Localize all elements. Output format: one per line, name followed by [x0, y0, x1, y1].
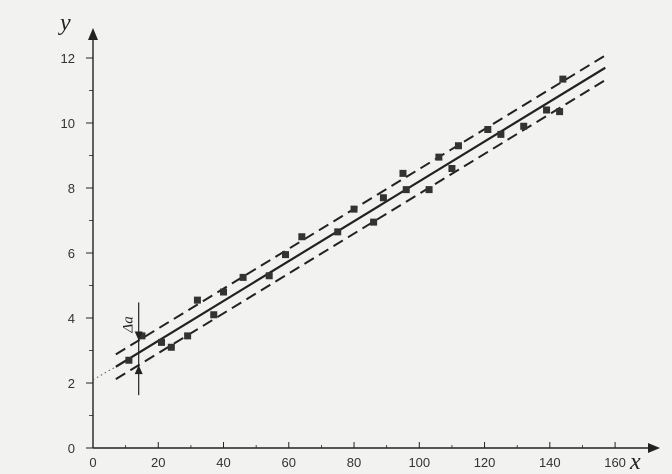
y-tick-label: 4: [68, 311, 75, 326]
data-point: [334, 228, 342, 236]
data-point: [167, 343, 175, 351]
data-point: [435, 153, 443, 161]
data-point: [497, 130, 505, 138]
data-point: [399, 169, 407, 177]
data-point: [298, 233, 306, 241]
data-point: [370, 218, 378, 226]
data-point: [425, 186, 433, 194]
data-point: [350, 205, 358, 213]
x-axis-title: x: [629, 449, 641, 474]
fit-lines: [92, 54, 606, 381]
data-point: [520, 122, 528, 130]
x-tick-label: 100: [408, 455, 430, 470]
x-tick-label: 0: [89, 455, 96, 470]
regression-line: [115, 66, 606, 368]
data-point: [559, 75, 567, 83]
delta-a-label: Δa: [121, 316, 137, 333]
data-point: [454, 142, 462, 150]
x-tick-label: 20: [151, 455, 165, 470]
data-point: [138, 332, 146, 340]
x-tick-label: 80: [347, 455, 361, 470]
y-tick-label: 6: [68, 246, 75, 261]
data-point: [379, 194, 387, 202]
lower-confidence-line: [115, 79, 606, 380]
annotations: Δa: [121, 302, 143, 396]
y-tick-label: 12: [61, 51, 75, 66]
data-point: [556, 108, 564, 116]
data-point: [125, 356, 133, 364]
data-point: [448, 165, 456, 172]
upper-confidence-line: [115, 54, 606, 356]
x-axis-arrow-icon: [648, 443, 660, 453]
y-tick-label: 10: [61, 116, 75, 131]
data-point: [543, 106, 551, 114]
y-axis-arrow-icon: [88, 28, 98, 40]
x-tick-label: 60: [282, 455, 296, 470]
data-point: [484, 126, 492, 133]
data-point: [239, 273, 247, 281]
y-axis-title: y: [58, 10, 71, 36]
data-point: [265, 272, 273, 280]
data-point: [184, 332, 192, 340]
x-tick-label: 160: [604, 455, 626, 470]
data-point: [158, 338, 166, 346]
data-point: [402, 186, 410, 194]
data-points: [125, 75, 567, 364]
y-tick-label: 0: [68, 441, 75, 456]
delta-a-down-arrow-icon: [134, 331, 143, 341]
y-tick-label: 8: [68, 181, 75, 196]
data-point: [220, 288, 228, 296]
x-tick-label: 40: [216, 455, 230, 470]
data-point: [210, 311, 218, 319]
y-tick-label: 2: [68, 376, 75, 391]
x-tick-label: 120: [474, 455, 496, 470]
x-tick-label: 140: [539, 455, 561, 470]
delta-a-up-arrow-icon: [134, 365, 143, 375]
data-point: [282, 251, 290, 259]
data-point: [193, 296, 201, 304]
